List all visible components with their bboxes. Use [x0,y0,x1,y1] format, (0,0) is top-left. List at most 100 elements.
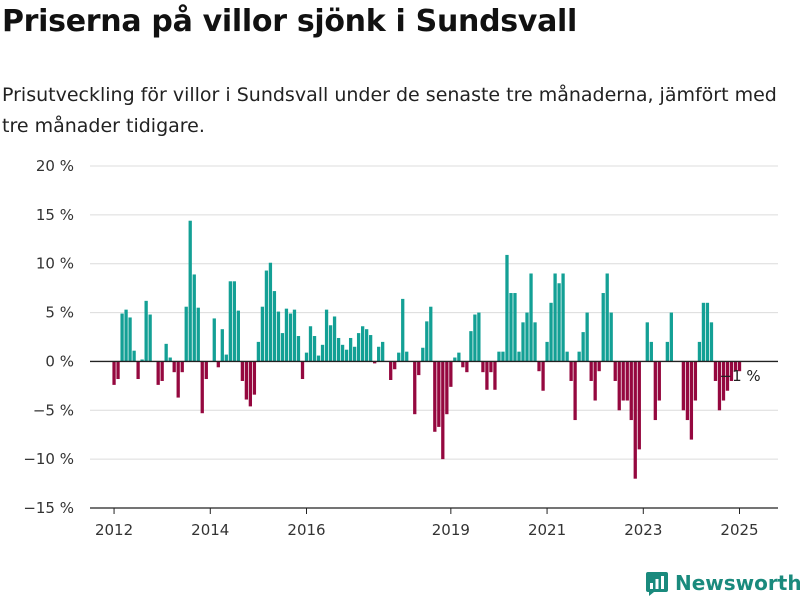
bar [505,254,509,362]
bar [200,361,204,414]
bar [681,361,686,411]
bar [304,352,309,362]
bar [565,351,569,362]
bar [617,361,621,411]
bar [737,361,742,372]
bar [489,361,493,373]
bar [485,361,489,390]
bar [501,351,505,362]
bar [645,322,649,362]
bar [120,313,124,362]
bar [545,341,549,362]
bar [164,343,168,362]
bar [421,347,425,362]
bar [649,341,653,362]
y-tick-label: 20 % [36,157,74,175]
y-tick-label: −5 % [33,401,74,419]
bar-chart: 20 % 15 % 10 % 5 % 0 % −5 % −10 % −15 % 2012 2014… [23,157,778,539]
x-tick-label: 2019 [432,521,470,539]
bar [481,361,485,373]
bar [220,329,224,362]
latest-value-label: −1 % [720,367,761,385]
x-tick-label: 2025 [720,521,758,539]
bar [417,361,421,376]
bar [457,352,461,362]
bar [324,309,329,362]
bar [621,361,625,401]
bar [693,361,698,401]
x-tick-label: 2016 [287,521,325,539]
bar [344,349,349,362]
bar [509,293,513,362]
bar [264,270,269,362]
bars [112,220,742,479]
bar [136,361,140,380]
bar [156,361,160,385]
bar [605,273,609,362]
bar [557,283,561,362]
bar [116,361,120,380]
bar [252,361,257,395]
bar [497,351,501,362]
axis-labels: 20 % 15 % 10 % 5 % 0 % −5 % −10 % −15 % 2012 2014… [23,157,760,539]
bar [204,361,208,380]
y-tick-label: 15 % [36,206,74,224]
bar [701,302,706,362]
bar [437,361,441,427]
bar [168,357,172,362]
bar [160,361,164,381]
bar [256,341,261,362]
bar [433,361,437,432]
bar [272,291,277,362]
bar [232,281,236,362]
bar [381,341,385,362]
bar [609,312,613,362]
bar [733,361,738,372]
bar [284,308,289,362]
bar [361,326,365,362]
bar [184,306,188,362]
bar [477,312,481,362]
bar [316,355,321,362]
bar [581,332,585,362]
bar [397,352,401,362]
bar [332,316,337,362]
bar [553,273,557,362]
bar [521,322,525,362]
bar [180,361,184,373]
bar [148,314,152,362]
bar [296,336,301,362]
bar [340,344,345,362]
x-tick-label: 2021 [528,521,566,539]
bar [124,309,128,362]
bar [248,361,252,407]
bar [453,357,457,362]
y-tick-label: 10 % [36,255,74,273]
bar [196,307,200,362]
bar [469,331,473,362]
bar [713,361,718,381]
bar [144,300,148,362]
bar [529,273,533,362]
bar [637,361,641,450]
bar [705,302,710,362]
bar [729,361,734,381]
bar [389,361,393,380]
bar [224,354,228,362]
bar [517,351,521,362]
bar [308,326,313,362]
bar [613,361,617,381]
bar [669,312,673,362]
bar [449,361,453,387]
brand-name: Newsworthy [675,571,800,595]
axes [90,360,778,514]
bar [128,317,132,362]
bar [112,361,116,385]
bar [328,325,333,362]
bar [276,311,281,362]
bar [368,335,373,362]
bar [597,361,601,372]
bar [244,361,249,400]
chart-subtitle: Prisutveckling för villor i Sundsvall un… [2,84,777,137]
bar [525,312,529,362]
